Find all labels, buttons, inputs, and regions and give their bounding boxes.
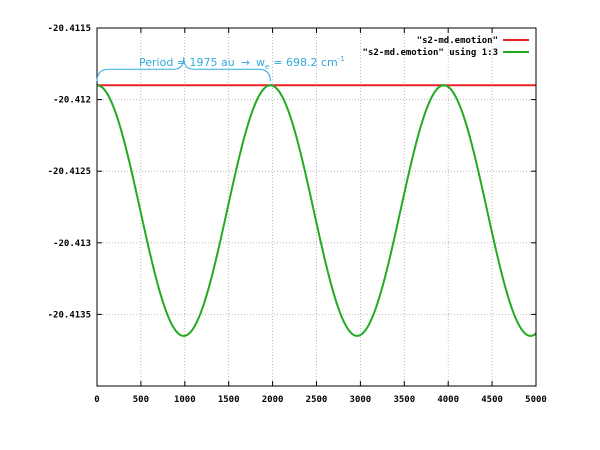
x-tick-label: 3000	[350, 395, 372, 405]
legend: "s2-md.emotion""s2-md.emotion" using 1:3	[363, 35, 529, 58]
annotation-symbol: w	[256, 56, 265, 69]
series-layer	[96, 84, 537, 337]
period-annotation: Period = 1975 au → we = 698.2 cm-1	[96, 55, 345, 82]
x-tick-label: 4500	[481, 395, 503, 405]
annotation-value: = 698.2 cm	[273, 56, 337, 69]
x-tick-label: 2000	[262, 395, 284, 405]
x-tick-label: 2500	[306, 395, 328, 405]
annotation-symbol-subscript: e	[265, 63, 269, 71]
x-tick-label: 4000	[437, 395, 459, 405]
y-tick-label: -20.412	[53, 96, 91, 106]
x-tick-label: 1000	[174, 395, 196, 405]
x-tick-label: 1500	[218, 395, 240, 405]
annotation-arrow: →	[241, 56, 250, 69]
period-brace	[96, 57, 271, 82]
annotation-period-text: Period = 1975 au	[139, 56, 235, 69]
y-tick-label: -20.4115	[48, 24, 91, 34]
annotation-unit-superscript: -1	[338, 55, 345, 63]
series-line-s2-md-emotion-using-1-3	[96, 84, 537, 337]
legend-label: "s2-md.emotion" using 1:3	[363, 47, 498, 58]
x-tick-label: 0	[94, 395, 99, 405]
x-tick-label: 3500	[393, 395, 415, 405]
annotation-label: Period = 1975 au → we = 698.2 cm-1	[139, 55, 345, 71]
y-tick-label: -20.4135	[48, 310, 91, 320]
x-tick-label: 5000	[525, 395, 547, 405]
axis-ticks: 0 500 1000 1500 2000 2500 3000 3500 4000 4500 5000…	[48, 24, 547, 405]
x-tick-label: 500	[133, 395, 149, 405]
y-tick-label: -20.4125	[48, 167, 91, 177]
y-tick-label: -20.413	[53, 239, 91, 249]
gridlines	[97, 28, 536, 386]
legend-label: "s2-md.emotion"	[417, 35, 498, 46]
